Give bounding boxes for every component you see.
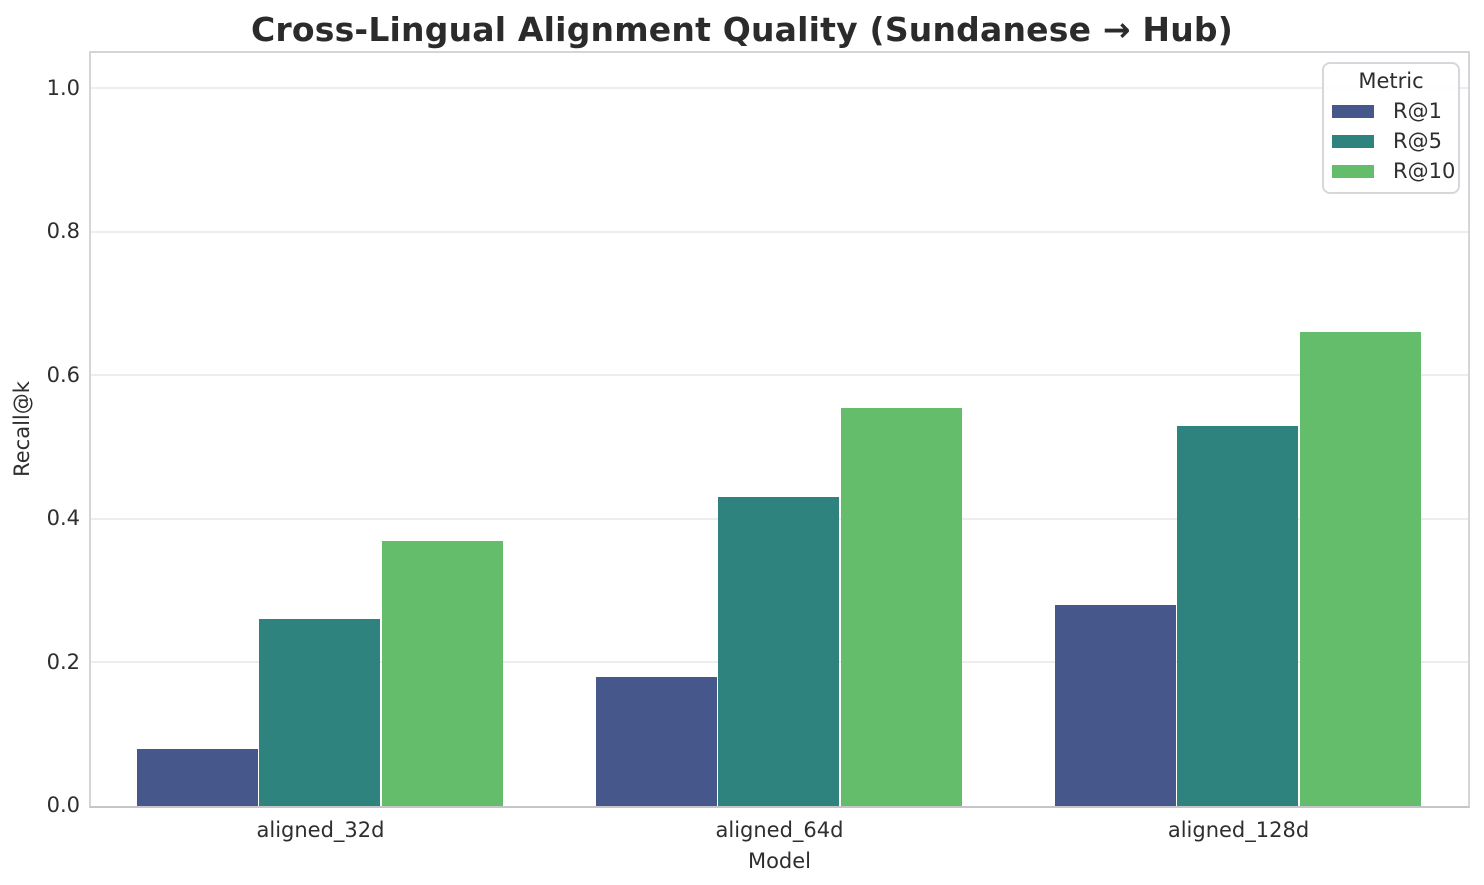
legend-swatch-R@5 <box>1332 134 1374 148</box>
x-tick-label-aligned_64d: aligned_64d <box>715 818 844 842</box>
legend-item-R@10: R@10 <box>1324 156 1458 186</box>
x-tick-label-aligned_32d: aligned_32d <box>256 818 385 842</box>
bar-aligned_32d-R@5 <box>259 619 381 806</box>
bar-aligned_128d-R@5 <box>1177 425 1299 806</box>
legend-items: R@1 R@5 R@10 <box>1324 96 1458 186</box>
legend-item-label: R@10 <box>1393 159 1456 183</box>
x-axis-label: Model <box>747 849 812 873</box>
legend-item-label: R@1 <box>1393 99 1442 123</box>
y-tick-label-0.4: 0.4 <box>46 506 80 530</box>
y-gridline-0.8 <box>91 230 1468 233</box>
y-tick-label-0.0: 0.0 <box>46 793 80 817</box>
x-tick-label-aligned_128d: aligned_128d <box>1167 818 1310 842</box>
bar-aligned_64d-R@5 <box>718 497 840 806</box>
bar-aligned_32d-R@10 <box>381 540 503 806</box>
plot-area <box>89 51 1470 808</box>
bar-aligned_64d-R@1 <box>595 676 717 806</box>
y-tick-label-1.0: 1.0 <box>46 75 80 100</box>
legend-swatch-R@1 <box>1332 104 1374 118</box>
bar-aligned_128d-R@1 <box>1054 605 1176 806</box>
legend-item-R@5: R@5 <box>1324 126 1458 156</box>
legend-title: Metric <box>1358 69 1424 93</box>
chart-title: Cross-Lingual Alignment Quality (Sundane… <box>250 10 1234 49</box>
legend-item-R@1: R@1 <box>1324 96 1458 126</box>
y-gridline-0.6 <box>91 374 1468 376</box>
y-tick-label-0.6: 0.6 <box>46 362 80 387</box>
legend-swatch-R@10 <box>1332 164 1374 178</box>
bar-aligned_128d-R@10 <box>1299 332 1421 806</box>
bar-aligned_64d-R@10 <box>840 407 962 806</box>
y-tick-label-0.2: 0.2 <box>46 649 80 674</box>
legend-item-label: R@5 <box>1393 129 1442 153</box>
y-axis-label: Recall@k <box>10 381 34 477</box>
y-tick-label-0.8: 0.8 <box>46 219 80 243</box>
legend: Metric R@1 R@5 R@10 <box>1322 62 1460 194</box>
y-gridline-1.0 <box>91 87 1468 89</box>
bar-aligned_32d-R@1 <box>136 748 258 806</box>
